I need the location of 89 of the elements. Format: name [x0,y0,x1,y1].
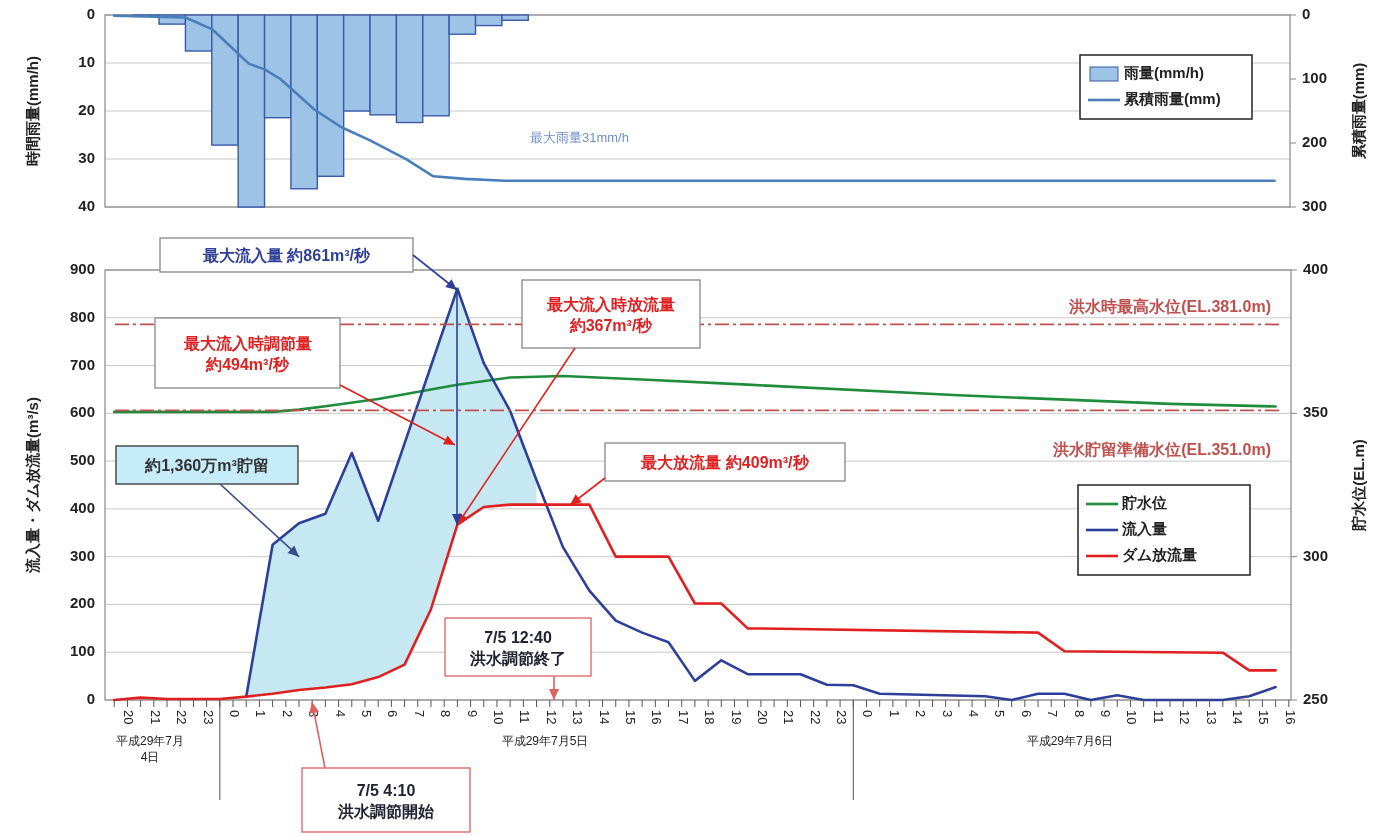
y-axis-title: 流入量・ダム放流量(m³/s) [24,397,41,574]
y-tick-label: 400 [69,498,95,516]
ref-line-label: 洪水貯留準備水位(EL.351.0m) [1052,441,1271,459]
x-tick-label: 7 [411,710,427,718]
x-tick-label: 16 [648,710,664,725]
x-tick-label: 20 [121,710,136,725]
x-tick-label: 22 [807,710,823,725]
x-tick-label: 2 [912,710,928,718]
y-tick-label: 0 [86,4,95,22]
x-tick-label: 10 [1123,710,1139,725]
y-tick-label: 40 [78,196,95,214]
x-tick-label: 23 [200,710,216,725]
x-tick-label: 2 [279,710,295,718]
x-tick-label: 22 [173,710,189,725]
annotation: 最大流入時調節量約494m³/秒 [182,334,312,373]
x-tick-label: 13 [569,710,585,725]
y-tick-label: 10 [78,52,95,70]
y2-tick-label: 100 [1302,68,1328,86]
x-tick-label: 0 [226,710,242,718]
x-tick-label: 1 [252,710,268,718]
legend-label: 雨量(mm/h) [1123,63,1204,81]
y2-tick-label: 200 [1302,132,1328,150]
x-tick-label: 21 [780,710,796,725]
x-tick-label: 6 [1018,710,1034,718]
x-tick-label: 8 [1071,710,1087,718]
ref-line-label: 洪水時最高水位(EL.381.0m) [1068,297,1271,316]
x-tick-label: 14 [596,710,612,725]
x-tick-label: 15 [622,710,638,725]
x-tick-label: 9 [1097,710,1113,718]
x-tick-label: 10 [490,710,506,725]
y-tick-label: 30 [78,148,95,166]
x-tick-label: 5 [358,710,374,718]
legend-label: 貯水位 [1121,493,1167,511]
y2-tick-label: 300 [1302,196,1328,214]
x-tick-label: 11 [516,710,532,724]
text: 平成29年7月5日 [501,734,589,748]
x-tick-label: 20 [754,710,770,725]
x-tick-label: 1 [886,710,902,718]
x-tick-label: 4 [332,710,348,718]
x-tick-label: 12 [1176,710,1192,725]
x-tick-label: 13 [1203,710,1219,725]
text: 最大流入量 約861m³/秒 [201,246,372,264]
x-tick-label: 11 [1150,710,1166,724]
annotation: 約1,360万m³貯留 [144,457,269,474]
x-tick-label: 18 [701,710,717,725]
x-tick-label: 7 [1044,710,1060,718]
y2-tick-label: 250 [1303,689,1329,707]
y-tick-label: 800 [69,307,95,325]
x-tick-label: 15 [1255,710,1271,725]
y-tick-label: 20 [78,100,95,118]
y2-tick-label: 350 [1303,403,1329,421]
annotation: 最大雨量31mm/h [530,130,629,145]
legend-label: ダム放流量 [1122,545,1197,563]
legend-label: 累積雨量(mm) [1123,89,1221,107]
x-tick-label: 16 [1282,710,1298,725]
y-tick-label: 900 [69,259,95,277]
x-tick-label: 8 [437,710,453,718]
y2-tick-label: 300 [1303,546,1329,564]
y-tick-label: 300 [69,546,95,564]
x-tick-label: 9 [464,710,480,718]
x-tick-label: 21 [147,710,163,725]
text: 平成29年7月4日 [115,734,185,764]
x-tick-label: 17 [675,710,691,725]
x-tick-label: 5 [992,710,1008,718]
y2-tick-label: 400 [1303,259,1329,277]
y-tick-label: 700 [69,355,95,373]
x-tick-label: 23 [833,710,849,725]
text: 7/5 4:10 洪水調節開始 [337,782,435,820]
x-tick-label: 0 [860,710,876,718]
x-tick-label: 6 [384,710,400,718]
y-axis-title: 時間雨量(mm/h) [24,56,41,166]
y-tick-label: 0 [86,689,95,707]
annotation: 最大流入時放流量約367m³/秒 [546,295,675,334]
y2-axis-title: 貯水位(EL.m) [1350,439,1367,532]
annotation: 7/5 12:40 洪水調節終了 [469,629,566,667]
text: 平成29年7月6日 [1026,734,1114,748]
legend-label: 流入量 [1121,519,1167,537]
y-tick-label: 100 [69,642,95,660]
annotation: 最大放流量 約409m³/秒 [640,453,810,471]
y2-axis-title: 累積雨量(mm) [1350,62,1367,161]
y-tick-label: 600 [69,403,95,421]
x-tick-label: 12 [543,710,559,725]
y-tick-label: 200 [69,594,95,612]
x-tick-label: 19 [728,710,744,725]
x-tick-label: 4 [965,710,981,718]
x-tick-label: 3 [939,710,955,718]
y-tick-label: 500 [69,451,95,469]
x-tick-label: 14 [1229,710,1245,725]
y2-tick-label: 0 [1302,4,1311,22]
